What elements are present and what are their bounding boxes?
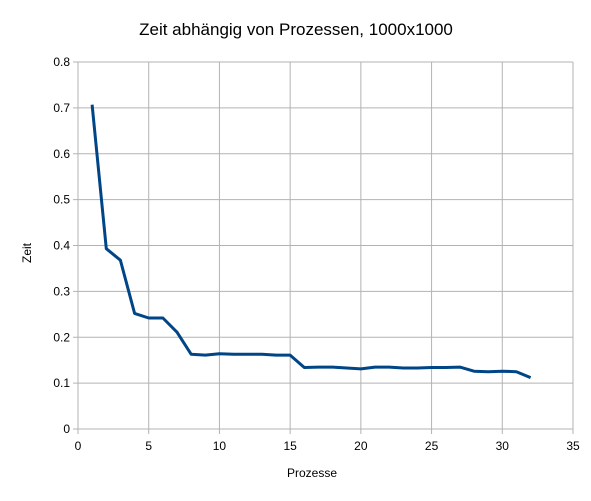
y-tick-label: 0.4 xyxy=(53,239,70,253)
y-tick-label: 0.1 xyxy=(53,376,70,390)
y-axis-label: Zeit xyxy=(20,242,34,263)
x-tick-label: 0 xyxy=(75,439,82,453)
y-tick-label: 0.2 xyxy=(53,330,70,344)
y-tick-label: 0.6 xyxy=(53,147,70,161)
x-tick-label: 15 xyxy=(283,439,297,453)
grid-lines xyxy=(73,61,574,434)
x-tick-label: 30 xyxy=(496,439,510,453)
x-tick-label: 35 xyxy=(566,439,580,453)
x-tick-label: 10 xyxy=(213,439,227,453)
x-tick-label: 20 xyxy=(354,439,368,453)
x-tick-label: 25 xyxy=(425,439,439,453)
y-tick-label: 0.5 xyxy=(53,193,70,207)
x-axis-label: Prozesse xyxy=(287,466,337,480)
chart-title: Zeit abhängig von Prozessen, 1000x1000 xyxy=(139,20,453,39)
y-tick-label: 0.7 xyxy=(53,101,70,115)
y-tick-label: 0.3 xyxy=(53,284,70,298)
series-group xyxy=(90,104,532,379)
x-tick-label: 5 xyxy=(145,439,152,453)
y-tick-label: 0 xyxy=(63,422,70,436)
y-tick-label: 0.8 xyxy=(53,55,70,69)
y-axis-ticks: 0 0.1 0.2 0.3 0.4 0.5 0.6 0.7 0.8 xyxy=(53,55,70,436)
series-line xyxy=(90,104,532,379)
x-axis-ticks: 0 5 10 15 20 25 30 35 xyxy=(75,439,580,453)
